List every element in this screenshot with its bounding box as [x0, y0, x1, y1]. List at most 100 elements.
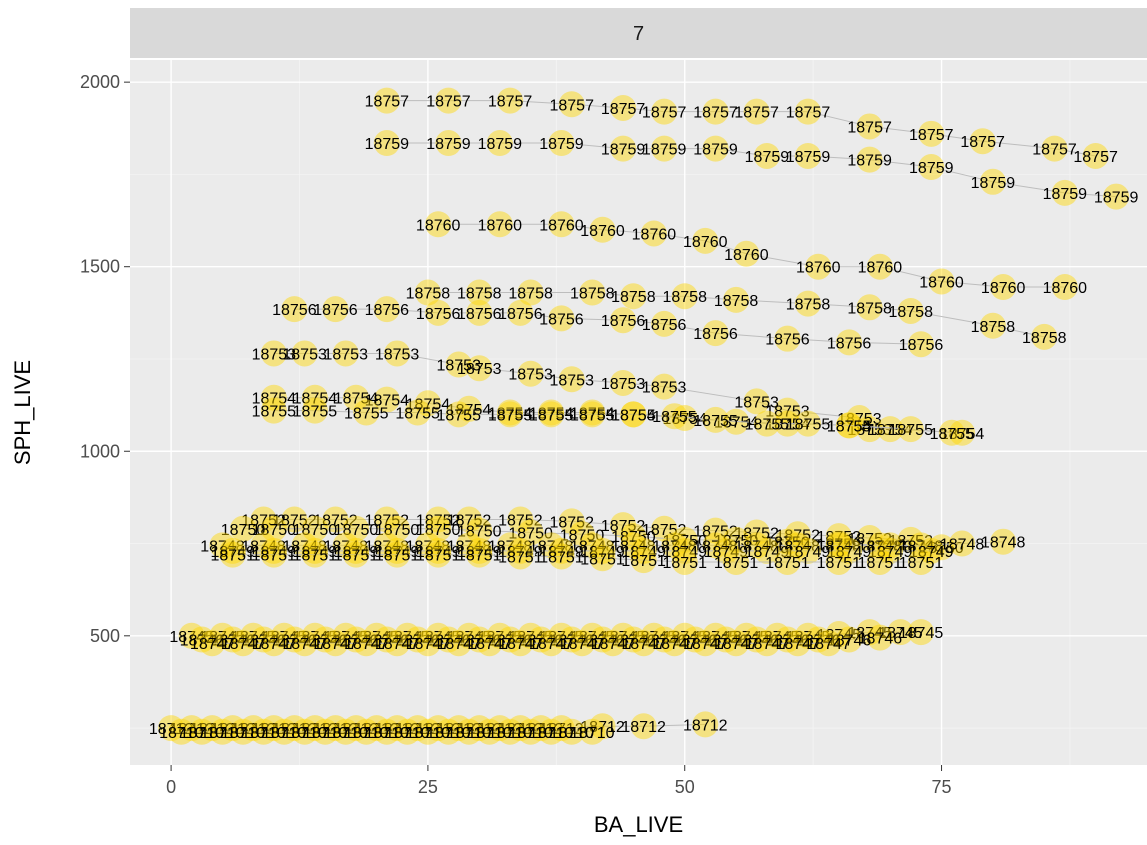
point-label: 18750 — [221, 522, 266, 539]
point-label: 18760 — [580, 223, 625, 240]
point-label: 18745 — [231, 629, 276, 646]
data-point — [466, 715, 493, 742]
data-point — [260, 541, 287, 568]
series-trail — [294, 308, 922, 345]
point-label: 18751 — [334, 548, 379, 565]
series-trail — [243, 528, 942, 548]
data-point — [435, 87, 462, 114]
facet-strip-label: 7 — [633, 23, 644, 45]
point-label: 18746 — [457, 633, 502, 650]
data-point — [702, 517, 729, 544]
point-label: 18746 — [210, 633, 255, 650]
series-18746: 1874618746187461874618746187461874618746… — [180, 624, 902, 653]
data-point — [507, 537, 534, 564]
point-label: 18745 — [693, 629, 738, 646]
point-label: 18712 — [252, 721, 297, 738]
data-point — [702, 135, 729, 162]
point-label: 18750 — [252, 522, 297, 539]
point-label: 18747 — [652, 636, 697, 653]
point-label: 18759 — [478, 136, 523, 153]
point-label: 18753 — [375, 346, 420, 363]
data-point — [517, 622, 544, 649]
data-point — [702, 98, 729, 125]
point-label: 18745 — [724, 629, 769, 646]
data-point — [723, 548, 750, 575]
data-point — [1031, 323, 1058, 350]
data-point — [466, 299, 493, 326]
point-label: 18749 — [210, 544, 255, 561]
point-label: 18712 — [231, 721, 276, 738]
point-label: 18755 — [652, 409, 697, 426]
point-label: 18710 — [467, 725, 512, 742]
data-point — [199, 630, 226, 657]
data-point — [363, 622, 390, 649]
point-label: 18757 — [909, 127, 954, 144]
data-point — [1103, 183, 1130, 210]
data-point — [589, 537, 616, 564]
data-point — [774, 397, 801, 424]
data-point — [589, 545, 616, 572]
point-label: 18749 — [827, 544, 872, 561]
point-label: 18751 — [252, 548, 297, 565]
data-point — [579, 279, 606, 306]
point-label: 18746 — [704, 633, 749, 650]
data-point — [322, 630, 349, 657]
point-label: 18749 — [909, 544, 954, 561]
point-label: 18754 — [365, 393, 410, 410]
data-point — [743, 519, 770, 546]
point-label: 18747 — [529, 636, 574, 653]
data-point — [219, 537, 246, 564]
data-point — [579, 718, 606, 745]
data-point — [795, 98, 821, 125]
data-point — [558, 626, 585, 653]
point-label: 18756 — [416, 306, 461, 323]
point-label: 18749 — [375, 544, 420, 561]
point-label: 18710 — [385, 725, 430, 742]
point-label: 18746 — [272, 633, 317, 650]
point-label: 18712 — [539, 721, 584, 738]
series-trail — [191, 631, 921, 637]
data-point — [1082, 142, 1109, 169]
series-trail — [201, 637, 880, 641]
data-point — [425, 506, 452, 533]
data-point — [497, 718, 524, 745]
facet-strip-background — [130, 8, 1147, 58]
point-label: 18760 — [919, 274, 964, 291]
data-point — [404, 715, 431, 742]
data-point — [373, 626, 400, 653]
data-point — [856, 113, 883, 140]
point-label: 18751 — [621, 553, 666, 570]
data-point — [630, 630, 657, 657]
point-label: 18757 — [693, 105, 738, 122]
data-point — [291, 630, 318, 657]
data-point — [271, 622, 298, 649]
data-point — [199, 715, 226, 742]
data-point — [425, 715, 452, 742]
data-point — [928, 534, 955, 561]
data-point — [384, 630, 411, 657]
point-label: 18759 — [971, 175, 1016, 192]
data-point — [671, 405, 698, 432]
data-point — [548, 622, 575, 649]
data-point — [445, 351, 472, 378]
data-point — [507, 715, 534, 742]
point-label: 18754 — [293, 391, 338, 408]
point-label: 18712 — [478, 721, 523, 738]
point-label: 18710 — [365, 725, 410, 742]
point-label: 18756 — [693, 326, 738, 343]
point-label: 18745 — [847, 625, 892, 642]
point-label: 18759 — [745, 149, 790, 166]
point-label: 18759 — [847, 153, 892, 170]
point-label: 18746 — [365, 633, 410, 650]
data-point — [753, 630, 780, 657]
data-point — [702, 320, 729, 347]
point-label: 18712 — [416, 721, 461, 738]
point-label: 18759 — [601, 142, 646, 159]
point-label: 18759 — [786, 149, 831, 166]
point-label: 18756 — [642, 317, 687, 334]
point-label: 18745 — [293, 629, 338, 646]
data-point — [466, 517, 493, 544]
point-label: 18712 — [375, 721, 420, 738]
data-point — [538, 399, 565, 426]
point-label: 18759 — [1043, 186, 1088, 203]
